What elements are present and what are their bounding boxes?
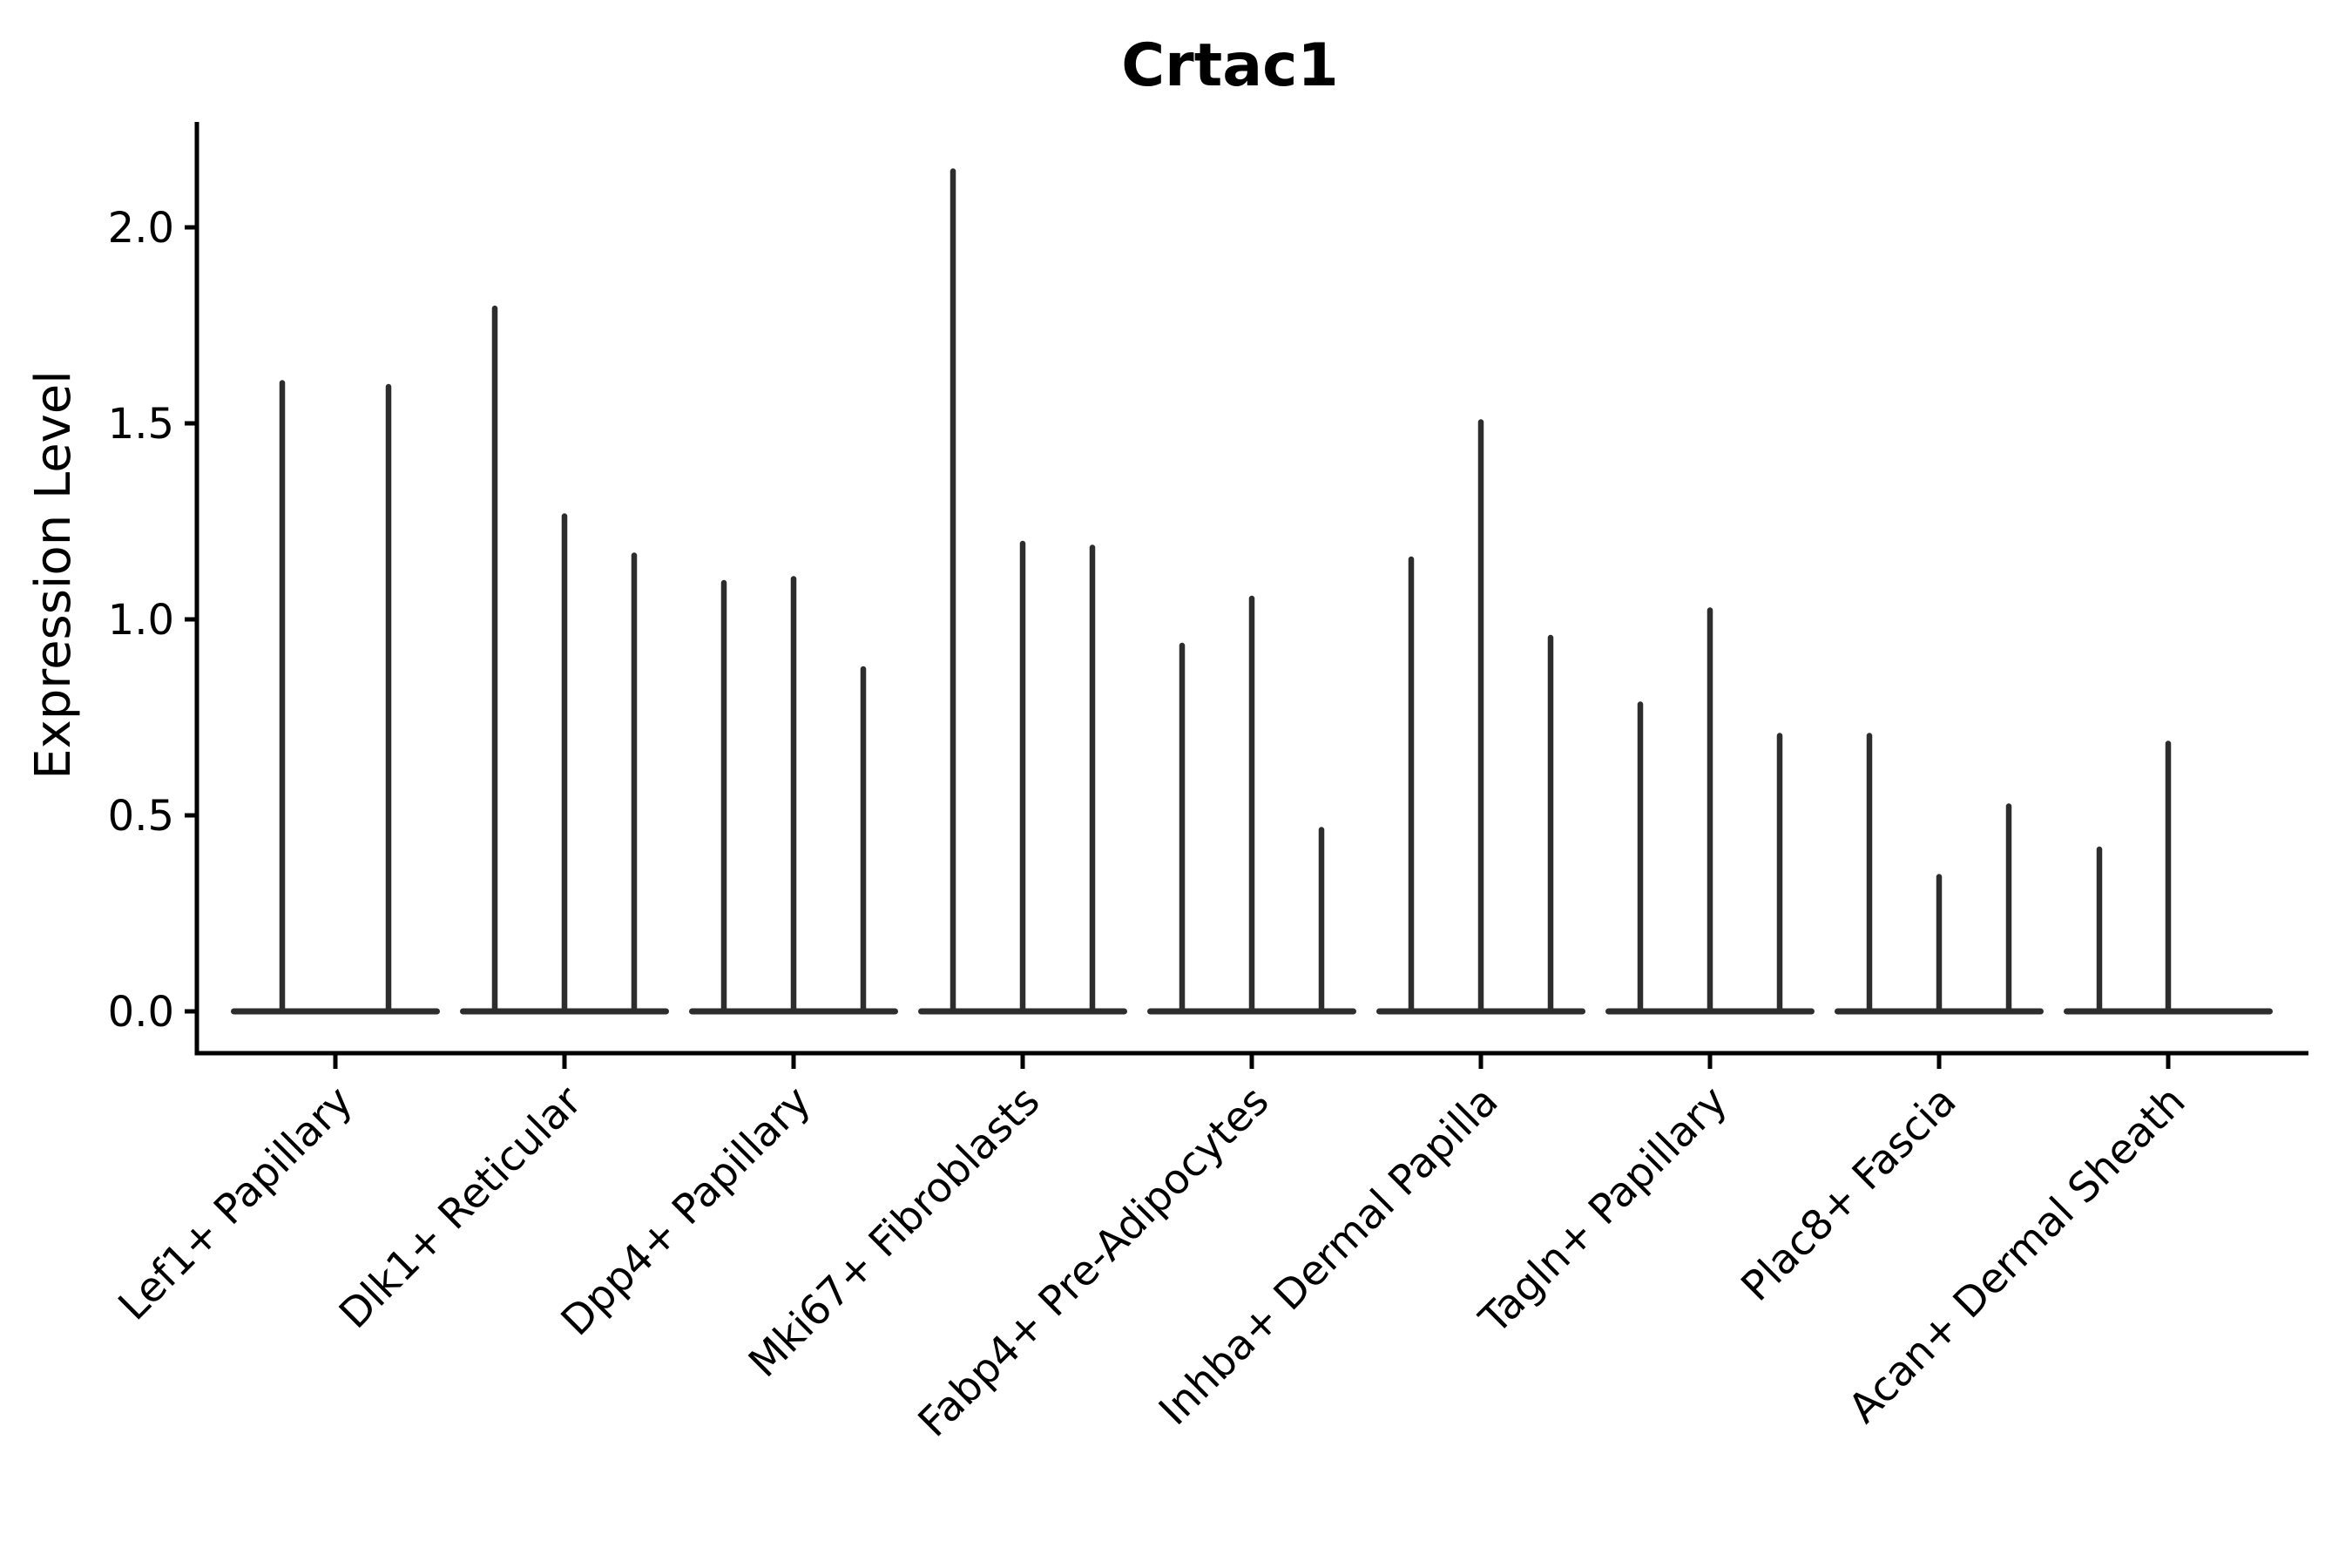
violin-group xyxy=(460,305,669,1015)
x-tick-label: Dlk1+ Reticular xyxy=(330,1077,591,1338)
violin-group xyxy=(1835,733,2044,1015)
x-tick-label: Tagln+ Papillary xyxy=(1470,1078,1737,1344)
violins-layer xyxy=(231,168,2273,1015)
violin-group xyxy=(1376,419,1585,1015)
violin-group xyxy=(1147,595,1356,1015)
x-tick-label: Dpp4+ Papillary xyxy=(552,1078,821,1346)
violin-group xyxy=(1605,607,1815,1015)
violin-base xyxy=(231,1008,440,1015)
y-tick-label: 1.5 xyxy=(108,400,174,449)
violin-group xyxy=(231,380,440,1015)
y-tick-label: 0.0 xyxy=(108,988,174,1037)
violin-group xyxy=(689,576,898,1015)
violin-group xyxy=(918,168,1127,1015)
y-axis-label: Expression Level xyxy=(25,370,82,780)
y-tick-label: 2.0 xyxy=(108,204,174,253)
x-tick-label: Plac8+ Fascia xyxy=(1733,1078,1966,1311)
chart-title: Crtac1 xyxy=(1121,31,1338,100)
x-tick-label: Lef1+ Papillary xyxy=(110,1078,362,1330)
y-tick-label: 0.5 xyxy=(108,792,174,841)
violin-group xyxy=(2064,740,2273,1015)
y-tick-label: 1.0 xyxy=(108,596,174,645)
